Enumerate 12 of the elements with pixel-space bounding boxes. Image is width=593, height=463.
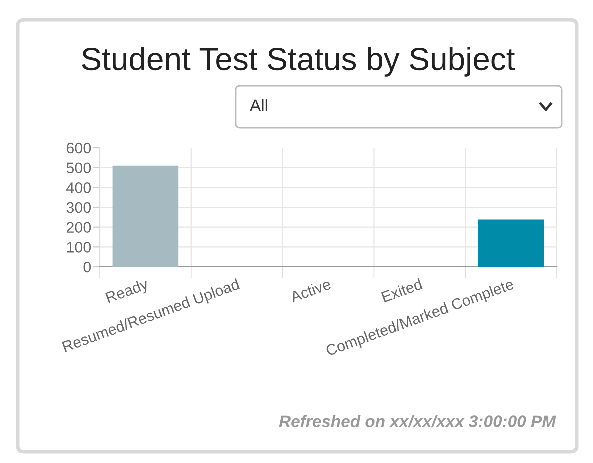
x-tick-label: Active [289, 278, 332, 303]
text: All [250, 99, 268, 112]
text: Refreshed on xx/xx/xxx 3:00:00 PM [279, 415, 556, 428]
y-tick-label: 0 [84, 262, 92, 273]
y-tick-label: 300 [66, 202, 92, 214]
y-tick-label: 400 [66, 182, 92, 194]
x-tick-label: Exited [381, 278, 423, 303]
y-tick-label: 200 [66, 222, 92, 234]
y-tick-label: 600 [66, 142, 92, 154]
y-tick-label: 500 [66, 162, 92, 174]
y-tick-label: 100 [67, 242, 92, 253]
chart-title: Student Test Status by Subject [82, 47, 516, 77]
